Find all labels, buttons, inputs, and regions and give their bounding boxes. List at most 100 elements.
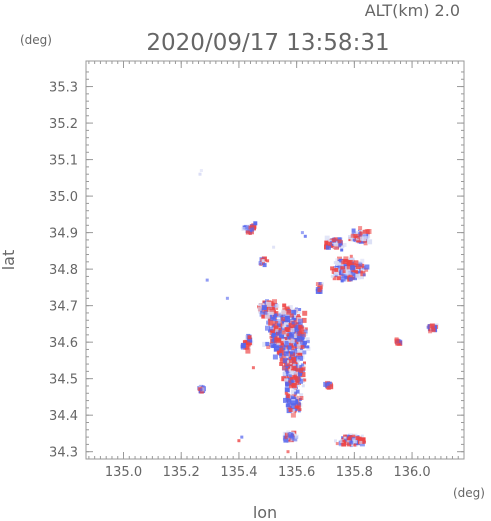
x-tick-label: 135.2 bbox=[163, 465, 200, 480]
data-point bbox=[263, 310, 268, 315]
data-point bbox=[265, 325, 270, 331]
data-point bbox=[360, 275, 364, 280]
data-point bbox=[295, 367, 300, 372]
data-point bbox=[290, 351, 293, 355]
data-point bbox=[270, 329, 275, 334]
data-point bbox=[356, 231, 360, 234]
data-point bbox=[306, 346, 311, 351]
data-point bbox=[334, 267, 339, 272]
data-point bbox=[286, 430, 291, 435]
data-point bbox=[284, 391, 288, 395]
data-point bbox=[292, 436, 298, 442]
data-point bbox=[362, 229, 367, 234]
data-point bbox=[291, 309, 297, 315]
data-point bbox=[340, 248, 344, 252]
data-point bbox=[262, 263, 267, 268]
data-point bbox=[205, 278, 209, 282]
data-point bbox=[281, 314, 286, 319]
data-point bbox=[296, 359, 300, 363]
data-point bbox=[283, 371, 288, 376]
y-tick-label: 34.4 bbox=[49, 409, 78, 424]
data-point bbox=[328, 242, 333, 246]
data-point bbox=[266, 259, 270, 263]
data-point bbox=[251, 366, 255, 370]
data-point bbox=[352, 273, 356, 277]
data-point bbox=[431, 328, 436, 333]
data-point bbox=[285, 370, 289, 374]
data-point bbox=[294, 391, 298, 395]
data-point bbox=[290, 395, 295, 400]
data-point bbox=[331, 238, 336, 243]
data-point bbox=[303, 345, 307, 349]
data-point bbox=[300, 231, 304, 235]
y-tick-label: 35.2 bbox=[49, 117, 78, 132]
data-point bbox=[286, 377, 292, 383]
data-point bbox=[349, 440, 354, 445]
data-point bbox=[324, 383, 330, 388]
data-point bbox=[303, 329, 308, 334]
data-point bbox=[298, 311, 302, 315]
data-point bbox=[280, 347, 284, 351]
data-point bbox=[351, 228, 356, 233]
data-point bbox=[245, 345, 250, 349]
data-point bbox=[291, 321, 295, 325]
data-point bbox=[333, 270, 339, 276]
data-point bbox=[289, 370, 294, 375]
data-point bbox=[338, 440, 344, 446]
data-point bbox=[284, 378, 289, 383]
data-point bbox=[284, 368, 288, 372]
data-point bbox=[330, 266, 335, 271]
data-point bbox=[293, 339, 297, 343]
data-point bbox=[282, 325, 286, 329]
data-point bbox=[428, 329, 433, 334]
data-point bbox=[343, 263, 347, 267]
plot-frame bbox=[85, 60, 465, 460]
data-point bbox=[288, 380, 292, 384]
data-point bbox=[347, 260, 352, 265]
data-point bbox=[270, 314, 276, 320]
data-point bbox=[261, 314, 266, 319]
data-point bbox=[298, 371, 303, 376]
y-tick-label: 35.3 bbox=[49, 81, 78, 96]
data-point bbox=[303, 361, 306, 365]
data-point bbox=[289, 376, 294, 381]
data-point bbox=[302, 310, 308, 316]
data-point bbox=[303, 378, 307, 382]
data-point bbox=[306, 340, 310, 344]
data-point bbox=[290, 400, 296, 406]
data-point bbox=[249, 224, 254, 229]
data-point bbox=[296, 344, 301, 349]
data-point bbox=[290, 328, 295, 333]
data-point bbox=[290, 352, 296, 358]
data-point bbox=[350, 265, 356, 271]
data-point bbox=[339, 269, 344, 275]
data-point bbox=[333, 261, 337, 265]
data-point bbox=[271, 324, 275, 328]
data-point bbox=[269, 326, 273, 331]
data-point bbox=[334, 439, 337, 443]
data-point bbox=[360, 258, 365, 263]
data-point bbox=[296, 321, 300, 325]
data-point bbox=[297, 401, 301, 406]
data-point bbox=[358, 226, 363, 231]
data-point bbox=[262, 341, 268, 347]
data-point bbox=[264, 313, 270, 319]
data-point bbox=[276, 313, 281, 318]
data-point bbox=[347, 436, 351, 440]
data-point bbox=[301, 366, 306, 371]
data-point bbox=[357, 276, 361, 280]
data-point bbox=[275, 306, 279, 310]
data-point bbox=[291, 403, 297, 409]
data-point bbox=[306, 345, 310, 349]
data-point bbox=[360, 434, 364, 438]
data-point bbox=[291, 365, 297, 371]
data-point bbox=[326, 385, 331, 390]
data-point bbox=[281, 309, 287, 315]
data-point bbox=[288, 356, 293, 361]
data-point bbox=[343, 273, 348, 278]
data-point bbox=[292, 324, 296, 328]
data-point bbox=[302, 350, 307, 355]
data-point bbox=[287, 399, 293, 405]
data-point bbox=[340, 276, 346, 282]
data-point bbox=[241, 227, 246, 231]
